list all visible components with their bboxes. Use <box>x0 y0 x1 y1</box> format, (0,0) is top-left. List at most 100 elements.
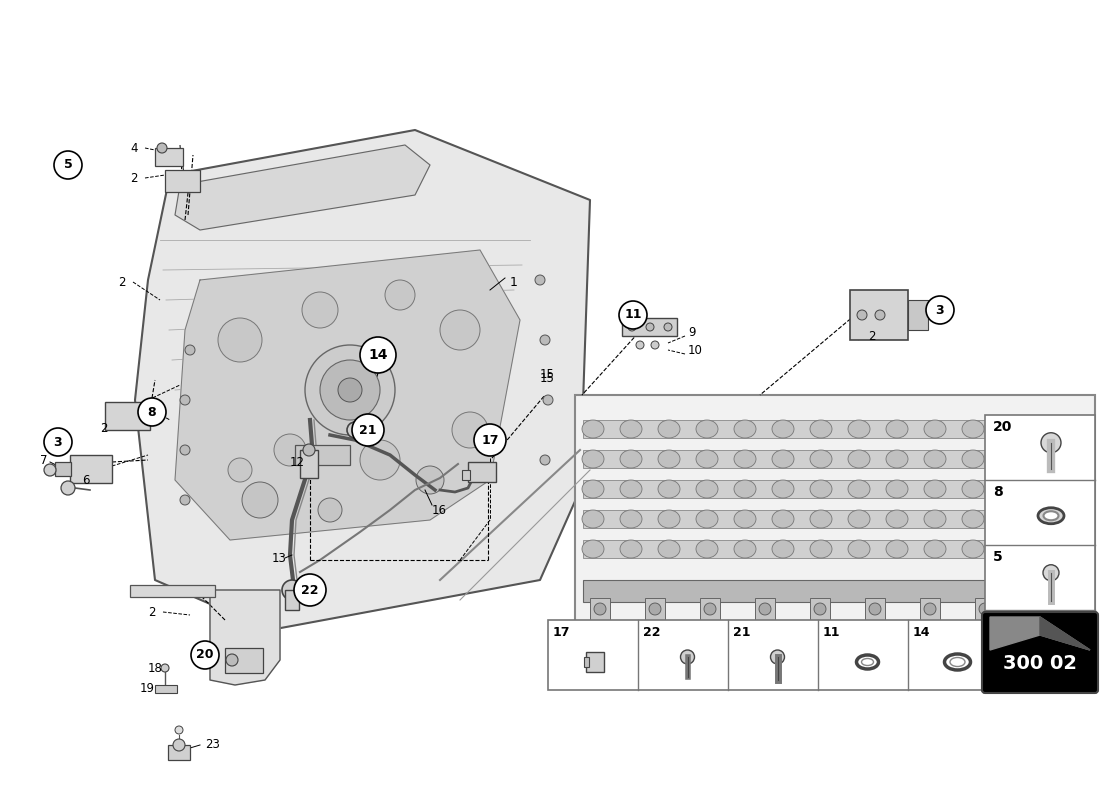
Circle shape <box>636 341 644 349</box>
Circle shape <box>60 481 75 495</box>
Circle shape <box>228 458 252 482</box>
Circle shape <box>543 395 553 405</box>
Text: 2: 2 <box>118 275 125 289</box>
Circle shape <box>218 318 262 362</box>
Bar <box>700 598 720 620</box>
Text: 4: 4 <box>130 142 138 154</box>
Ellipse shape <box>582 510 604 528</box>
Circle shape <box>54 151 82 179</box>
Circle shape <box>664 323 672 331</box>
Ellipse shape <box>658 450 680 468</box>
Ellipse shape <box>1038 508 1064 524</box>
Text: 3: 3 <box>54 435 63 449</box>
Ellipse shape <box>734 450 756 468</box>
Text: 2: 2 <box>148 606 155 618</box>
Circle shape <box>360 337 396 373</box>
Text: 23: 23 <box>205 738 220 751</box>
Bar <box>590 598 610 620</box>
Circle shape <box>628 323 636 331</box>
Bar <box>462 470 470 480</box>
Ellipse shape <box>886 540 907 558</box>
Bar <box>55 462 72 476</box>
Circle shape <box>180 495 190 505</box>
Circle shape <box>352 414 384 446</box>
Ellipse shape <box>962 540 984 558</box>
Ellipse shape <box>1038 540 1060 558</box>
FancyBboxPatch shape <box>982 612 1098 693</box>
Ellipse shape <box>620 510 642 528</box>
Bar <box>621 318 676 336</box>
Circle shape <box>646 323 654 331</box>
Circle shape <box>44 428 72 456</box>
Ellipse shape <box>848 450 870 468</box>
Ellipse shape <box>857 655 879 669</box>
Circle shape <box>44 464 56 476</box>
Text: 8: 8 <box>147 406 156 418</box>
Ellipse shape <box>734 480 756 498</box>
Bar <box>155 685 177 693</box>
Bar <box>583 420 1085 438</box>
Circle shape <box>385 280 415 310</box>
Text: 11: 11 <box>823 626 840 638</box>
Ellipse shape <box>924 510 946 528</box>
Circle shape <box>681 650 694 664</box>
Circle shape <box>185 345 195 355</box>
Ellipse shape <box>696 450 718 468</box>
Text: 14: 14 <box>913 626 931 638</box>
Polygon shape <box>1040 617 1090 650</box>
Circle shape <box>226 654 238 666</box>
Circle shape <box>180 445 190 455</box>
Bar <box>984 415 1094 675</box>
Ellipse shape <box>1038 510 1060 528</box>
Circle shape <box>440 310 480 350</box>
Ellipse shape <box>886 480 907 498</box>
Circle shape <box>191 641 219 669</box>
Circle shape <box>924 603 936 615</box>
Polygon shape <box>135 130 590 630</box>
Bar <box>1030 598 1050 620</box>
Ellipse shape <box>950 658 965 666</box>
Text: 1: 1 <box>510 275 518 289</box>
Bar <box>583 510 1085 528</box>
Text: 20: 20 <box>993 420 1012 434</box>
Circle shape <box>869 603 881 615</box>
Text: 10: 10 <box>688 343 703 357</box>
Ellipse shape <box>696 540 718 558</box>
Text: 22: 22 <box>301 583 319 597</box>
Bar <box>583 580 1085 602</box>
Ellipse shape <box>1038 480 1060 498</box>
Circle shape <box>175 726 183 734</box>
Circle shape <box>1043 565 1059 581</box>
Ellipse shape <box>582 450 604 468</box>
Bar <box>583 657 588 667</box>
Ellipse shape <box>810 450 832 468</box>
Ellipse shape <box>924 480 946 498</box>
Text: 14: 14 <box>368 348 387 362</box>
Text: 18: 18 <box>148 662 163 674</box>
Ellipse shape <box>772 540 794 558</box>
Polygon shape <box>175 250 520 540</box>
Ellipse shape <box>696 480 718 498</box>
Circle shape <box>301 448 315 462</box>
Circle shape <box>360 440 400 480</box>
Ellipse shape <box>620 540 642 558</box>
Bar <box>755 598 775 620</box>
Bar <box>645 598 665 620</box>
Ellipse shape <box>1000 480 1022 498</box>
Circle shape <box>302 444 315 456</box>
Ellipse shape <box>962 450 984 468</box>
Circle shape <box>540 455 550 465</box>
Ellipse shape <box>772 480 794 498</box>
Circle shape <box>594 603 606 615</box>
Circle shape <box>651 341 659 349</box>
Circle shape <box>318 498 342 522</box>
Ellipse shape <box>582 480 604 498</box>
Circle shape <box>759 603 771 615</box>
Text: 12: 12 <box>290 455 305 469</box>
Text: 21: 21 <box>360 423 376 437</box>
Text: 2: 2 <box>130 171 138 185</box>
Text: 9: 9 <box>688 326 695 338</box>
Circle shape <box>242 482 278 518</box>
Ellipse shape <box>886 450 907 468</box>
Bar <box>810 598 830 620</box>
